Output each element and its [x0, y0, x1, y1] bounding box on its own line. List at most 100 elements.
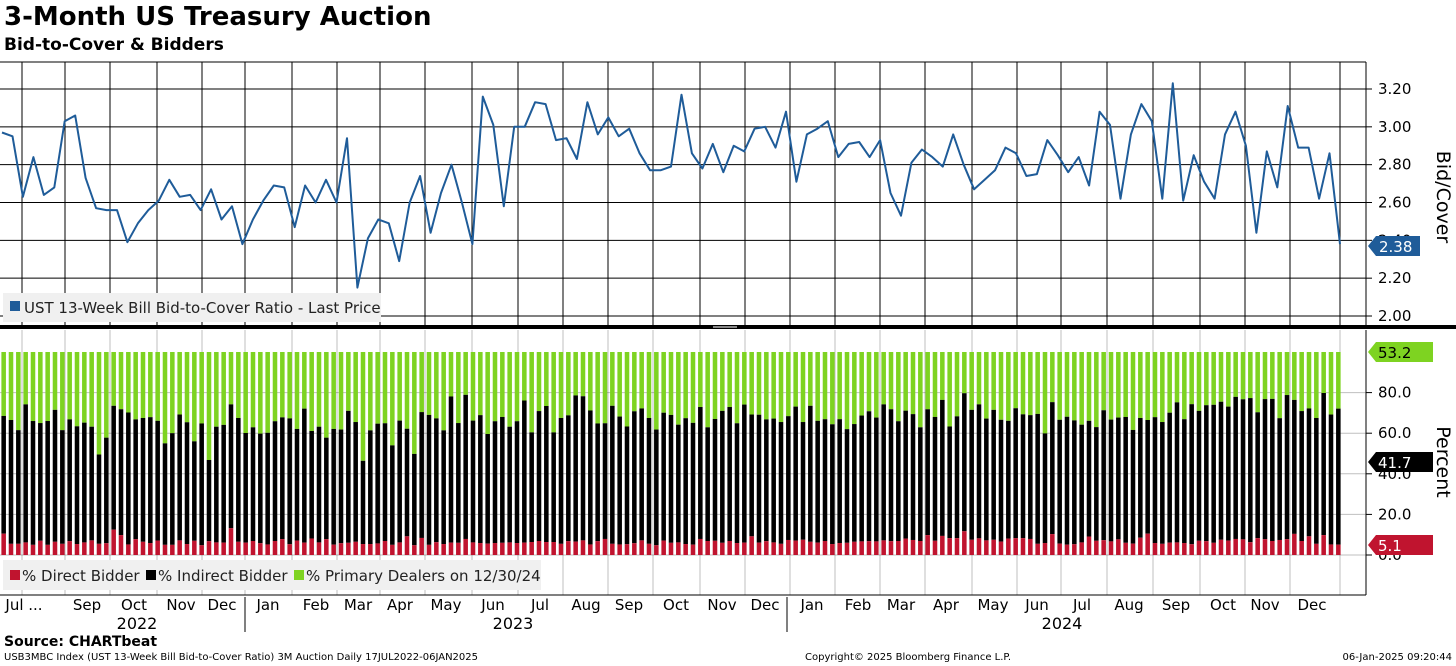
bar-direct	[778, 543, 784, 555]
bar-primary	[419, 352, 424, 413]
bar-primary	[639, 352, 644, 409]
bar-primary	[866, 352, 872, 412]
bar-direct	[859, 541, 864, 555]
bar-indirect	[558, 417, 564, 544]
x-month-label: Apr	[387, 596, 414, 614]
x-month-label: Jun	[1024, 596, 1048, 614]
bar-primary	[309, 352, 314, 431]
bar-indirect	[140, 417, 146, 542]
bar-primary	[82, 352, 87, 423]
bar-direct	[382, 540, 388, 555]
bar-primary	[1, 352, 6, 416]
bar-primary	[1196, 352, 1202, 411]
bar-primary	[976, 352, 982, 405]
bar-direct	[1101, 540, 1106, 555]
bar-primary	[1270, 352, 1275, 399]
bar-direct	[984, 540, 989, 555]
bar-direct	[52, 541, 58, 555]
bar-direct	[434, 542, 439, 555]
bar-indirect	[192, 441, 197, 541]
bar-direct	[89, 540, 94, 555]
bar-indirect	[617, 416, 622, 545]
bar-primary	[118, 352, 124, 410]
bar-primary	[478, 352, 483, 416]
bar-direct	[852, 541, 857, 555]
bar-indirect	[1167, 412, 1172, 543]
bar-indirect	[690, 422, 696, 545]
top-legend-swatch	[10, 301, 20, 311]
last-value-indirect: 41.7	[1378, 454, 1411, 472]
bar-direct	[551, 542, 556, 555]
legend-swatch-primary	[294, 570, 304, 580]
x-axis: Jul ... Sep Oct Nov Dec Jan Feb Mar Apr May Jun Jul…	[4, 596, 1326, 633]
bar-direct	[448, 542, 454, 555]
bar-indirect	[580, 396, 586, 541]
bar-direct	[199, 545, 204, 555]
bar-indirect	[338, 429, 344, 544]
bar-primary	[221, 352, 226, 425]
bar-primary	[404, 352, 410, 429]
bar-direct	[698, 538, 703, 555]
bar-primary	[764, 352, 769, 420]
bar-direct	[177, 540, 182, 555]
bar-indirect	[1006, 420, 1011, 539]
bar-primary	[243, 352, 248, 433]
bar-direct	[1306, 536, 1312, 555]
bar-primary	[756, 352, 762, 415]
bar-indirect	[243, 432, 248, 543]
bar-direct	[654, 545, 659, 555]
bar-primary	[500, 352, 505, 417]
bar-direct	[258, 543, 263, 555]
bar-primary	[1108, 352, 1114, 420]
bar-indirect	[265, 432, 270, 545]
bar-indirect	[155, 420, 160, 541]
bar-indirect	[1204, 405, 1209, 542]
bar-primary	[646, 352, 652, 418]
bar-indirect	[705, 427, 710, 541]
bar-indirect	[822, 419, 828, 541]
bar-direct	[302, 542, 307, 555]
bar-indirect	[89, 426, 94, 541]
bar-indirect	[544, 405, 549, 543]
bar-indirect	[808, 405, 813, 542]
bar-primary	[903, 352, 908, 411]
bar-direct	[368, 544, 373, 555]
bar-indirect	[932, 416, 938, 541]
bottom-ytick-label: 60.0	[1378, 424, 1411, 442]
bar-primary	[148, 352, 153, 418]
bar-direct	[881, 540, 886, 555]
bar-primary	[698, 352, 703, 408]
bar-direct	[184, 544, 190, 555]
bar-primary	[1328, 352, 1334, 415]
x-month-label: Feb	[303, 596, 330, 614]
bar-primary	[749, 352, 754, 415]
bar-primary	[507, 352, 512, 427]
top-ytick-label: 2.00	[1378, 307, 1411, 325]
bar-direct	[566, 541, 571, 555]
panel-divider-handle[interactable]	[713, 326, 737, 328]
bar-primary	[338, 352, 344, 430]
bar-indirect	[786, 416, 791, 540]
bar-direct	[1233, 538, 1238, 555]
bottom-y-axis-label: Percent	[1432, 426, 1454, 498]
top-ytick-label: 2.60	[1378, 194, 1411, 212]
bar-direct	[1145, 533, 1150, 555]
bar-primary	[595, 352, 600, 424]
bar-direct	[756, 542, 762, 555]
bar-indirect	[397, 420, 402, 543]
bar-indirect	[976, 404, 982, 539]
bar-indirect	[1226, 406, 1231, 541]
bar-primary	[1072, 352, 1077, 421]
bar-direct	[353, 541, 358, 555]
stacked-bars	[1, 352, 1341, 555]
bar-primary	[705, 352, 710, 428]
bar-primary	[331, 352, 336, 429]
bar-indirect	[742, 404, 747, 543]
bar-primary	[940, 352, 945, 400]
bar-primary	[1138, 352, 1143, 418]
bar-primary	[874, 352, 879, 418]
bar-indirect	[1284, 395, 1290, 540]
legend-swatch-direct	[10, 570, 20, 580]
bar-indirect	[30, 421, 36, 545]
bar-direct	[1050, 534, 1055, 555]
